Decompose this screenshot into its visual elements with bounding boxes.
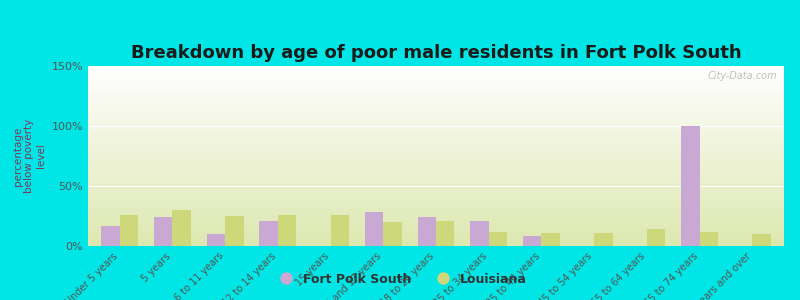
Bar xyxy=(206,234,225,246)
Bar xyxy=(594,233,613,246)
Bar xyxy=(418,217,436,246)
Title: Breakdown by age of poor male residents in Fort Polk South: Breakdown by age of poor male residents … xyxy=(130,44,742,62)
Bar xyxy=(330,215,349,246)
Bar xyxy=(542,233,560,246)
Bar xyxy=(700,232,718,246)
Bar xyxy=(259,221,278,246)
Bar xyxy=(365,212,383,246)
Bar xyxy=(752,234,771,246)
Bar xyxy=(489,232,507,246)
Legend: Fort Polk South, Louisiana: Fort Polk South, Louisiana xyxy=(268,268,532,291)
Bar xyxy=(172,210,191,246)
Bar xyxy=(681,126,700,246)
Bar xyxy=(383,222,402,246)
Bar xyxy=(470,221,489,246)
Bar xyxy=(120,215,138,246)
Bar xyxy=(278,215,296,246)
Bar xyxy=(436,221,454,246)
Bar xyxy=(523,236,542,246)
Bar xyxy=(647,229,666,246)
Bar xyxy=(101,226,120,246)
Text: City-Data.com: City-Data.com xyxy=(707,71,777,81)
Y-axis label: percentage
below poverty
level: percentage below poverty level xyxy=(13,119,46,193)
Bar xyxy=(154,217,172,246)
Bar xyxy=(225,216,243,246)
